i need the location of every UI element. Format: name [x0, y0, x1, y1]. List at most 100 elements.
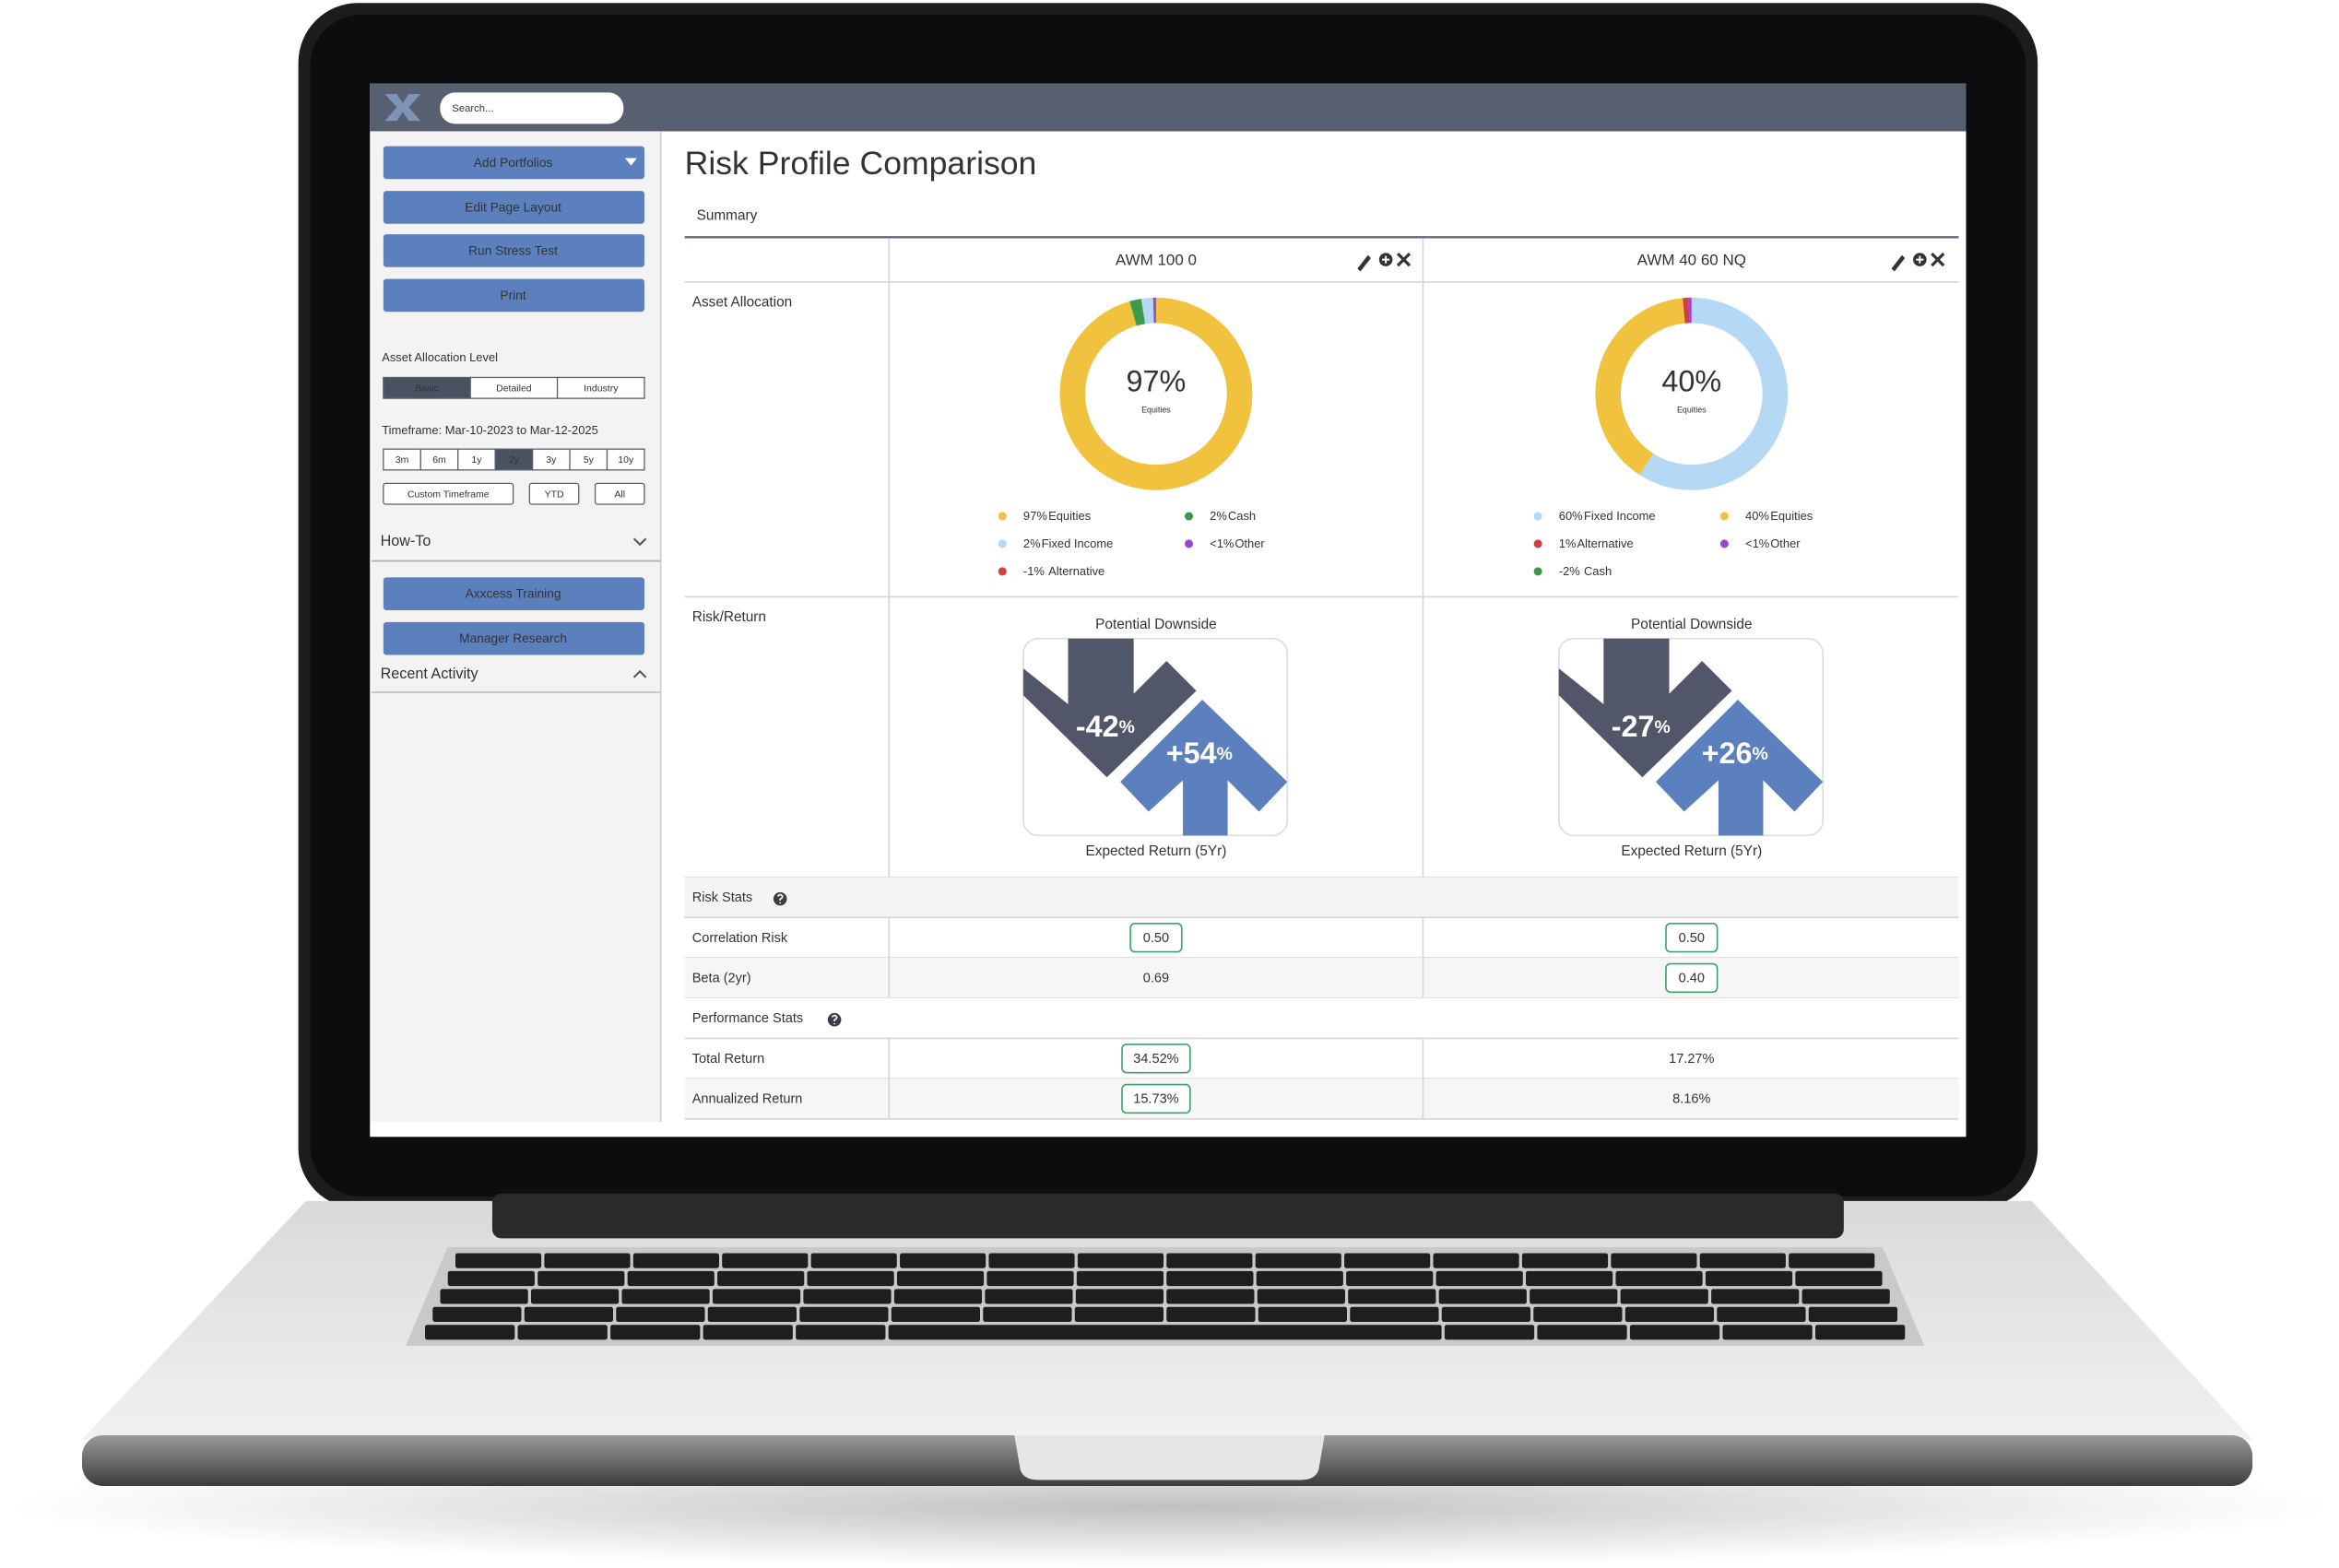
key: [1620, 1289, 1708, 1304]
how-to-title[interactable]: How-To: [381, 533, 431, 549]
return-label: Expected Return (5Yr): [1621, 843, 1762, 859]
segment-label: 1y: [471, 454, 482, 466]
sidebar-button[interactable]: [383, 577, 644, 610]
timeframe-button[interactable]: [528, 482, 580, 505]
legend-swatch: [998, 567, 1007, 576]
legend-swatch: [1185, 539, 1194, 548]
sidebar-button[interactable]: [383, 234, 644, 267]
page-title: Risk Profile Comparison: [685, 145, 1037, 182]
key: [627, 1270, 715, 1287]
donut-center-label: Equities: [1677, 405, 1707, 414]
stat-value: 0.69: [1143, 972, 1169, 986]
segment-button[interactable]: [556, 376, 645, 399]
legend-name: Fixed Income: [1042, 536, 1114, 550]
stat-value: 34.52%: [1133, 1052, 1178, 1067]
downside-label: Potential Downside: [1631, 617, 1752, 632]
legend-value: 60%: [1559, 509, 1583, 523]
donut-segment: [1129, 299, 1146, 326]
legend-swatch: [1185, 512, 1194, 521]
trackpad-notch: [1014, 1434, 1325, 1480]
segment-label: Basic: [415, 383, 439, 394]
value-unit: %: [1217, 744, 1233, 764]
donut-center-label: Equities: [1141, 405, 1171, 414]
stat-value: 17.27%: [1669, 1052, 1714, 1067]
summary-tab[interactable]: Summary: [697, 208, 758, 224]
risk-return-value: +26%: [1702, 736, 1768, 769]
sidebar-button[interactable]: [383, 278, 644, 312]
timeframe-button[interactable]: [383, 482, 514, 505]
search-box[interactable]: [440, 92, 624, 124]
key: [983, 1306, 1072, 1322]
key: [1795, 1270, 1883, 1287]
sidebar-button-label: Add Portfolios: [474, 156, 553, 170]
highlight-box: [1129, 923, 1183, 953]
key: [717, 1270, 805, 1287]
row-label: Asset Allocation: [692, 295, 792, 311]
key: [803, 1289, 892, 1304]
stat-value: 0.50: [1679, 931, 1705, 946]
add-icon-plus[interactable]: [1916, 255, 1924, 264]
key: [1611, 1253, 1697, 1268]
sidebar-button[interactable]: [383, 621, 644, 655]
key: [1533, 1306, 1623, 1322]
sidebar-button-label: Print: [500, 289, 526, 302]
legend-name: Equities: [1770, 509, 1813, 523]
donut-segment: [1639, 297, 1789, 490]
chevron-up[interactable]: [632, 669, 647, 678]
segment-label: 5y: [584, 454, 595, 466]
sidebar-button[interactable]: [383, 146, 644, 180]
segment-label: 3y: [546, 454, 557, 466]
key: [1699, 1253, 1786, 1268]
key: [1717, 1306, 1806, 1322]
key: [1348, 1289, 1436, 1304]
key: [707, 1306, 797, 1322]
risk-return-value: -42%: [1076, 709, 1135, 742]
chevron-down[interactable]: [632, 537, 647, 547]
sidebar-button[interactable]: [383, 191, 644, 224]
timeframe-button-label: YTD: [545, 489, 564, 500]
remove-icon[interactable]: [1396, 252, 1412, 267]
remove-icon[interactable]: [1931, 252, 1945, 267]
key: [530, 1289, 620, 1304]
legend-name: Cash: [1584, 564, 1612, 578]
dropdown-arrow[interactable]: [624, 158, 637, 166]
donut-center-value: 97%: [1127, 364, 1187, 397]
allocation-level-label: Asset Allocation Level: [382, 350, 498, 364]
key: [455, 1253, 542, 1268]
key: [1346, 1270, 1434, 1287]
help-icon-mark: [831, 1014, 838, 1025]
legend-value: 2%: [1023, 536, 1041, 550]
value-number: +54: [1166, 736, 1217, 769]
edit-icon[interactable]: [1891, 254, 1906, 272]
key: [1077, 1253, 1164, 1268]
legend-swatch: [998, 539, 1007, 548]
help-icon-mark: [776, 893, 784, 904]
row-label: Risk/Return: [692, 609, 766, 625]
key: [432, 1306, 522, 1322]
downside-label: Potential Downside: [1095, 617, 1216, 632]
key: [1075, 1289, 1164, 1304]
section-title: Performance Stats: [692, 1011, 803, 1026]
section-header-bg: [684, 877, 1959, 918]
edit-icon[interactable]: [1357, 254, 1371, 272]
legend-swatch: [1533, 539, 1542, 548]
key: [1624, 1306, 1715, 1322]
segment-button[interactable]: [606, 448, 645, 471]
segment-label: Industry: [584, 383, 619, 394]
legend-name: Other: [1234, 536, 1265, 550]
key: [1537, 1325, 1627, 1340]
key: [1814, 1325, 1906, 1340]
add-icon-plus[interactable]: [1382, 255, 1390, 264]
return-label: Expected Return (5Yr): [1086, 843, 1227, 859]
donut-segment: [1059, 297, 1253, 490]
recent-activity-title[interactable]: Recent Activity: [381, 666, 479, 682]
legend-name: Other: [1770, 536, 1801, 550]
timeframe-button[interactable]: [594, 482, 645, 505]
legend-value: 1%: [1559, 536, 1577, 550]
sidebar-button-label: Axxcess Training: [466, 587, 561, 601]
stat-label: Correlation Risk: [692, 931, 788, 946]
key: [632, 1253, 719, 1268]
key: [891, 1306, 981, 1322]
stat-value: 0.50: [1143, 931, 1169, 946]
key: [888, 1325, 1442, 1340]
